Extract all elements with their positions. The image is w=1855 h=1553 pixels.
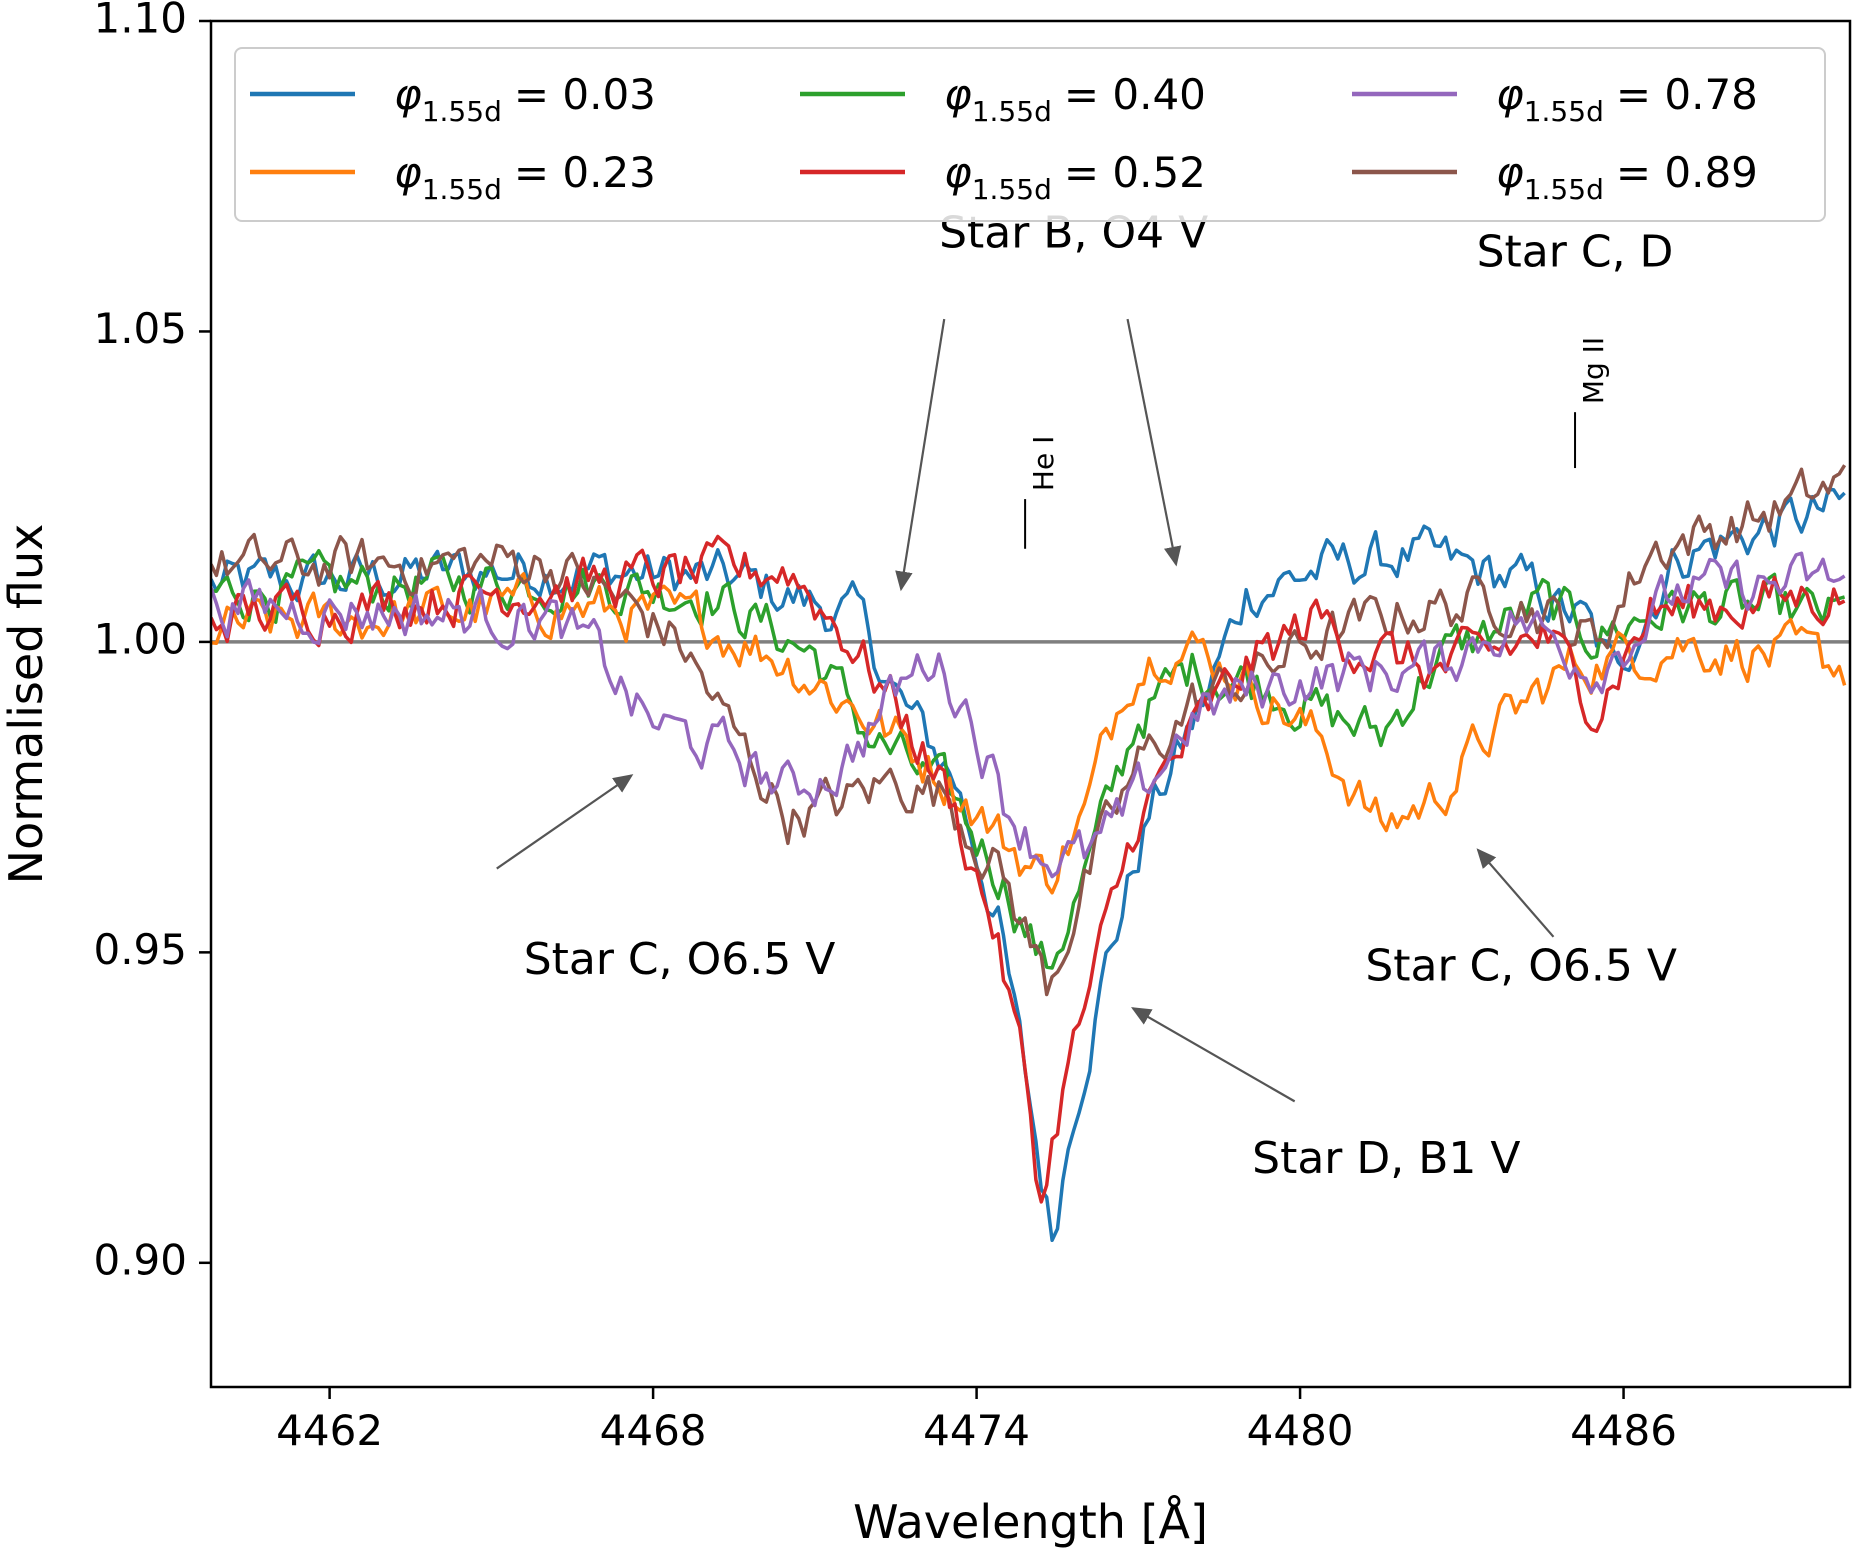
legend-phi-symbol: φ xyxy=(1496,70,1524,119)
legend-subscript: 1.55d xyxy=(422,173,502,206)
legend-phi-symbol: φ xyxy=(394,70,422,119)
annotation-arrow xyxy=(1131,1007,1296,1103)
legend-label-phi_0.78: φ1.55d = 0.78 xyxy=(1496,70,1758,128)
legend-subscript: 1.55d xyxy=(1524,173,1604,206)
x-tick-label: 4462 xyxy=(276,1406,383,1455)
plot-frame xyxy=(209,19,1852,1389)
legend-value: = 0.03 xyxy=(514,70,656,119)
legend-box xyxy=(234,47,1826,222)
y-tick-label: 0.90 xyxy=(93,1235,187,1284)
legend-phi-symbol: φ xyxy=(394,148,422,197)
legend-label-phi_0.52: φ1.55d = 0.52 xyxy=(944,148,1206,206)
legend-value: = 0.89 xyxy=(1616,148,1758,197)
legend-subscript: 1.55d xyxy=(422,95,502,128)
series-layer xyxy=(211,464,1850,1243)
legend-label-phi_0.03: φ1.55d = 0.03 xyxy=(394,70,656,128)
legend-phi-symbol: φ xyxy=(944,148,972,197)
x-tick-label: 4480 xyxy=(1247,1406,1354,1455)
legend-label-phi_0.40: φ1.55d = 0.40 xyxy=(944,70,1206,128)
legend-value: = 0.23 xyxy=(514,148,656,197)
line-marker-label: Mg II xyxy=(1577,337,1610,404)
annotation-label: Star D, B1 V xyxy=(1252,1133,1520,1184)
x-tick-label: 4486 xyxy=(1570,1406,1677,1455)
annotation-arrow xyxy=(895,318,946,592)
annotation-label: Star C, O6.5 V xyxy=(524,934,836,985)
legend-value: = 0.52 xyxy=(1064,148,1206,197)
annotation-label: Star C, D xyxy=(1477,226,1674,277)
legend-phi-symbol: φ xyxy=(1496,148,1524,197)
legend-label-phi_0.89: φ1.55d = 0.89 xyxy=(1496,148,1758,206)
legend-value: = 0.40 xyxy=(1064,70,1206,119)
legend-subscript: 1.55d xyxy=(1524,95,1604,128)
annotation-arrow xyxy=(1126,318,1182,567)
annotation-arrow xyxy=(1476,848,1555,938)
x-tick-label: 4468 xyxy=(600,1406,707,1455)
legend-subscript: 1.55d xyxy=(972,95,1052,128)
legend-label-phi_0.23: φ1.55d = 0.23 xyxy=(394,148,656,206)
y-axis-title: Normalised flux xyxy=(0,524,53,885)
series-line-phi_0.89 xyxy=(211,464,1847,997)
y-tick-label: 1.10 xyxy=(93,0,187,43)
annotation-arrow xyxy=(496,774,634,870)
y-tick-label: 1.00 xyxy=(93,614,187,663)
line-marker-label: He I xyxy=(1027,436,1060,491)
annotation-label: Star C, O6.5 V xyxy=(1365,940,1677,991)
legend-value: = 0.78 xyxy=(1616,70,1758,119)
y-tick-label: 0.95 xyxy=(93,925,187,974)
series-line-phi_0.78 xyxy=(211,551,1846,879)
series-line-phi_0.52 xyxy=(211,534,1846,1204)
y-tick-label: 1.05 xyxy=(93,304,187,353)
legend-phi-symbol: φ xyxy=(944,70,972,119)
x-axis-title: Wavelength [Å] xyxy=(853,1495,1208,1549)
legend-subscript: 1.55d xyxy=(972,173,1052,206)
x-tick-label: 4474 xyxy=(923,1406,1030,1455)
